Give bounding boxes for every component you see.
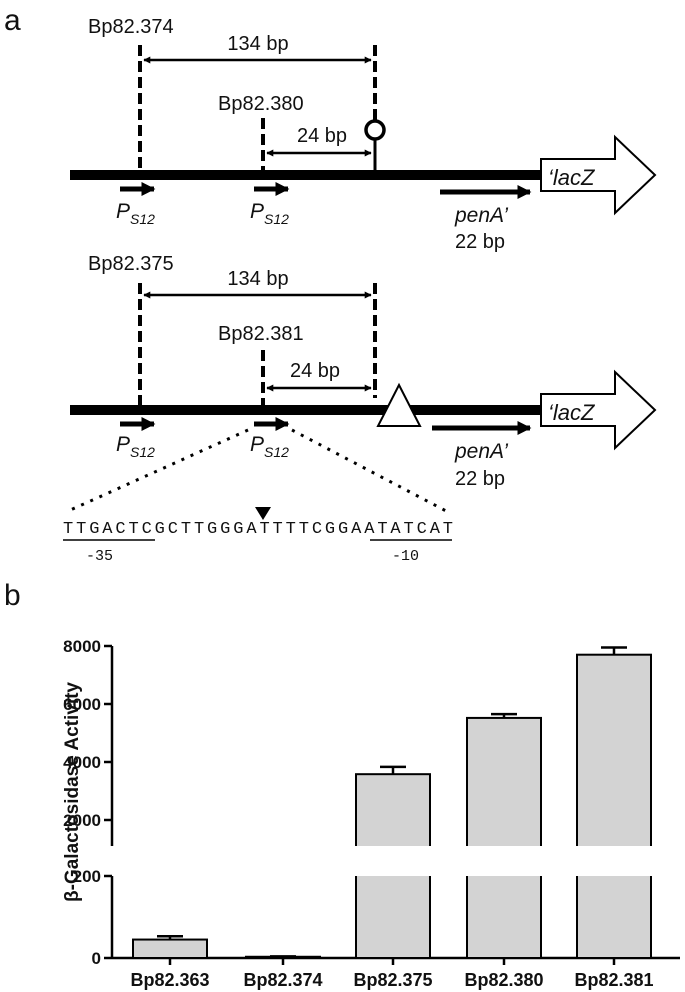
- panel-a-label: a: [4, 4, 21, 37]
- terminator-circle-icon: [364, 119, 386, 141]
- minus35-label: -35: [86, 548, 113, 565]
- distance-label-24: 24 bp: [290, 360, 340, 382]
- bar-chart: β-Galactosidase Activity 0 200 2000 4000 600…: [62, 637, 685, 990]
- promoter-label-1: PS12: [116, 200, 155, 227]
- deletion-triangle-icon: [376, 382, 422, 427]
- bar-bp82-381: [576, 653, 652, 959]
- panel-b-label: b: [4, 579, 21, 612]
- pena-length-label: 22 bp: [455, 231, 505, 253]
- minus10-label: -10: [392, 548, 419, 565]
- x-tick-label: Bp82.381: [574, 970, 653, 990]
- lacz-label: ‘lacZ: [548, 165, 596, 190]
- pena-length-label: 22 bp: [455, 468, 505, 490]
- lacz-arrow-icon: [540, 134, 657, 216]
- lacz-label: ‘lacZ: [548, 400, 596, 425]
- start-site-marker-icon: [255, 507, 271, 520]
- zoom-line-right: [291, 428, 449, 514]
- promoter-label-1: PS12: [116, 433, 155, 460]
- zoom-line-left: [65, 428, 249, 514]
- y-tick-label: 0: [92, 949, 101, 968]
- x-tick-label: Bp82.375: [353, 970, 432, 990]
- bar-bp82-380: [466, 716, 542, 959]
- x-tick-label: Bp82.363: [130, 970, 209, 990]
- lacz-arrow-icon: [540, 369, 657, 451]
- construct-diagram-top: Bp82.374 134 bp Bp82.380 24 bp ‘lacZ PS1…: [70, 16, 657, 253]
- y-tick-label: 4000: [63, 753, 101, 772]
- promoter-label-2: PS12: [250, 433, 289, 460]
- y-axis-label: β-Galactosidase Activity: [62, 682, 83, 902]
- distance-label-134: 134 bp: [227, 33, 288, 55]
- construct-label-bp82-381: Bp82.381: [218, 323, 304, 345]
- y-tick-label: 8000: [63, 637, 101, 656]
- x-tick-label: Bp82.374: [243, 970, 322, 990]
- promoter-label-2: PS12: [250, 200, 289, 227]
- construct-label-bp82-375: Bp82.375: [88, 253, 174, 275]
- distance-label-134: 134 bp: [227, 268, 288, 290]
- y-tick-label: 200: [73, 867, 101, 886]
- construct-label-bp82-374: Bp82.374: [88, 16, 174, 38]
- construct-label-bp82-380: Bp82.380: [218, 93, 304, 115]
- promoter-sequence: TTGACTCGCTTGGGATTTTCGGAATATCAT: [63, 520, 453, 539]
- axis-break-gap: [100, 846, 685, 876]
- y-tick-label: 2000: [63, 811, 101, 830]
- construct-diagram-bottom: Bp82.375 134 bp Bp82.381 24 bp ‘lacZ PS1…: [63, 253, 657, 565]
- x-tick-label: Bp82.380: [464, 970, 543, 990]
- bar-bp82-363: [132, 938, 208, 959]
- pena-label: penA’: [454, 440, 508, 463]
- distance-label-24: 24 bp: [297, 125, 347, 147]
- pena-label: penA’: [454, 204, 508, 227]
- y-tick-label: 6000: [63, 695, 101, 714]
